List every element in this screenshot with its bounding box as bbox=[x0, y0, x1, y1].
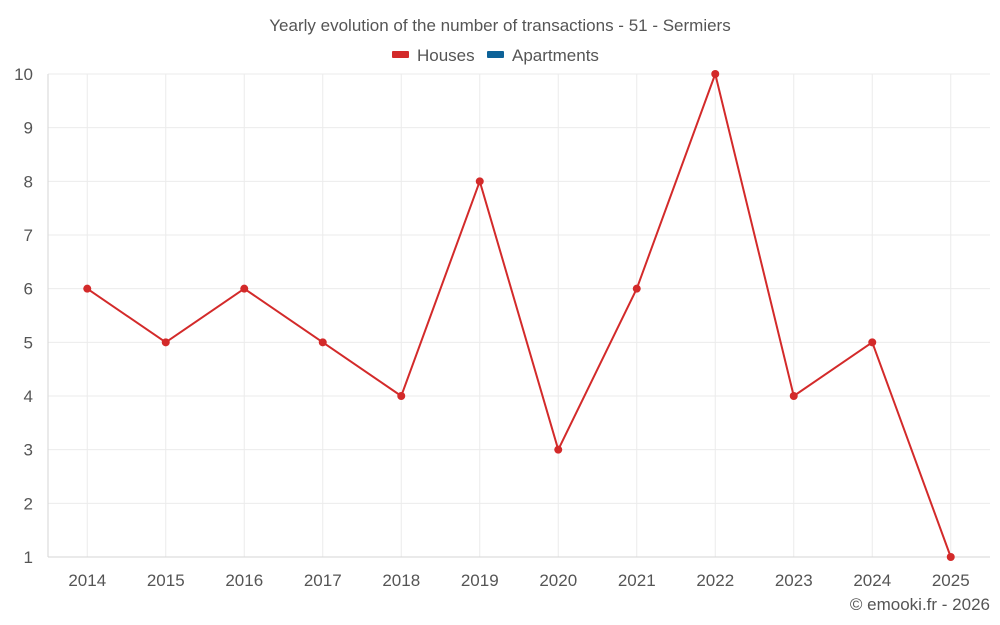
credit-text: © emooki.fr - 2026 bbox=[850, 595, 990, 614]
x-tick-label: 2019 bbox=[461, 571, 499, 590]
data-point-houses[interactable] bbox=[397, 392, 406, 400]
y-tick-label: 5 bbox=[24, 333, 33, 352]
data-point-houses[interactable] bbox=[475, 177, 484, 186]
y-tick-label: 6 bbox=[24, 280, 33, 299]
grid bbox=[48, 73, 990, 558]
data-point-houses[interactable] bbox=[789, 392, 798, 400]
x-tick-label: 2018 bbox=[382, 571, 420, 590]
x-tick-label: 2015 bbox=[147, 571, 185, 590]
series bbox=[83, 70, 955, 561]
legend-item-houses[interactable]: Houses bbox=[392, 46, 475, 65]
data-point-houses[interactable] bbox=[632, 284, 641, 293]
legend: Houses Apartments bbox=[392, 46, 599, 65]
x-tick-label: 2021 bbox=[618, 571, 656, 590]
data-point-houses[interactable] bbox=[711, 70, 720, 78]
legend-item-apartments[interactable]: Apartments bbox=[487, 46, 599, 65]
x-tick-label: 2022 bbox=[696, 571, 734, 590]
data-point-houses[interactable] bbox=[868, 338, 877, 347]
x-tick-label: 2014 bbox=[68, 571, 106, 590]
y-tick-label: 9 bbox=[24, 119, 33, 138]
chart-title: Yearly evolution of the number of transa… bbox=[269, 16, 730, 35]
x-tick-label: 2023 bbox=[775, 571, 813, 590]
legend-label-apartments: Apartments bbox=[512, 46, 599, 65]
y-tick-label: 8 bbox=[24, 172, 33, 191]
data-point-houses[interactable] bbox=[161, 338, 170, 347]
x-tick-label: 2020 bbox=[539, 571, 577, 590]
data-point-houses[interactable] bbox=[83, 284, 92, 293]
data-point-houses[interactable] bbox=[318, 338, 327, 347]
legend-swatch-apartments bbox=[487, 51, 504, 58]
legend-label-houses: Houses bbox=[417, 46, 475, 65]
data-point-houses[interactable] bbox=[240, 284, 249, 293]
y-tick-label: 7 bbox=[24, 226, 33, 245]
x-tick-label: 2016 bbox=[225, 571, 263, 590]
x-tick-label: 2025 bbox=[932, 571, 970, 590]
y-tick-label: 10 bbox=[14, 65, 33, 84]
series-line-houses bbox=[86, 73, 952, 558]
y-tick-label: 1 bbox=[24, 548, 33, 567]
x-tick-label: 2017 bbox=[304, 571, 342, 590]
legend-swatch-houses bbox=[392, 51, 409, 58]
y-tick-label: 2 bbox=[24, 494, 33, 513]
y-tick-label: 4 bbox=[24, 387, 33, 406]
x-tick-label: 2024 bbox=[853, 571, 891, 590]
data-point-houses[interactable] bbox=[946, 553, 955, 561]
data-point-houses[interactable] bbox=[554, 445, 563, 454]
y-tick-label: 3 bbox=[24, 441, 33, 460]
axes: 1 2 3 4 5 6 7 8 9 10 2014 2015 2016 2017 2018 2019 2020 2… bbox=[14, 65, 990, 590]
